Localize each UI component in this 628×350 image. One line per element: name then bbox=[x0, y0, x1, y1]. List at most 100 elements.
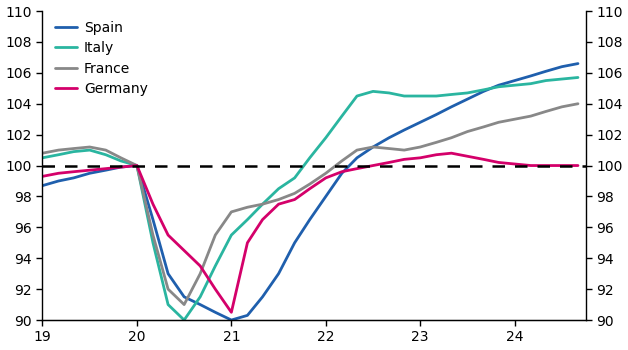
Italy bbox=[86, 148, 94, 152]
Italy bbox=[133, 163, 141, 168]
Spain bbox=[386, 136, 393, 140]
Germany bbox=[369, 163, 377, 168]
Italy bbox=[480, 88, 487, 92]
Italy bbox=[574, 75, 582, 79]
Germany bbox=[480, 157, 487, 161]
France bbox=[338, 159, 345, 163]
Germany bbox=[165, 233, 172, 237]
Italy bbox=[165, 302, 172, 307]
France bbox=[353, 148, 360, 152]
Germany bbox=[117, 165, 124, 169]
Spain bbox=[180, 295, 188, 299]
Germany bbox=[574, 163, 582, 168]
Spain bbox=[433, 112, 440, 117]
Germany bbox=[463, 154, 471, 158]
Germany bbox=[149, 202, 157, 206]
Germany bbox=[306, 187, 313, 191]
France bbox=[433, 140, 440, 145]
France bbox=[369, 145, 377, 149]
France bbox=[149, 233, 157, 237]
Germany bbox=[39, 174, 46, 179]
Germany bbox=[259, 217, 266, 222]
France bbox=[117, 156, 124, 160]
Germany bbox=[275, 202, 283, 206]
Italy bbox=[197, 295, 204, 299]
Italy bbox=[244, 217, 251, 222]
Spain bbox=[149, 217, 157, 222]
Italy bbox=[338, 114, 345, 118]
Italy bbox=[433, 94, 440, 98]
Germany bbox=[197, 264, 204, 268]
Spain bbox=[306, 217, 313, 222]
Spain bbox=[70, 176, 77, 180]
Spain bbox=[291, 241, 298, 245]
Italy bbox=[39, 156, 46, 160]
France bbox=[70, 146, 77, 150]
Italy bbox=[527, 82, 534, 86]
Spain bbox=[353, 156, 360, 160]
Spain bbox=[574, 62, 582, 66]
Spain bbox=[86, 171, 94, 175]
Germany bbox=[401, 157, 408, 161]
France bbox=[244, 205, 251, 209]
Germany bbox=[542, 163, 550, 168]
Italy bbox=[149, 241, 157, 245]
Line: Spain: Spain bbox=[43, 64, 578, 320]
Germany bbox=[102, 167, 109, 171]
Spain bbox=[133, 163, 141, 168]
France bbox=[448, 136, 455, 140]
Germany bbox=[416, 156, 424, 160]
Germany bbox=[338, 170, 345, 174]
France bbox=[386, 146, 393, 150]
France bbox=[180, 302, 188, 307]
Spain bbox=[416, 120, 424, 124]
Italy bbox=[558, 77, 566, 81]
Italy bbox=[353, 94, 360, 98]
Spain bbox=[275, 272, 283, 276]
France bbox=[227, 210, 235, 214]
Italy bbox=[291, 176, 298, 180]
France bbox=[480, 125, 487, 129]
France bbox=[291, 191, 298, 195]
France bbox=[542, 109, 550, 113]
Germany bbox=[322, 176, 330, 180]
Italy bbox=[212, 264, 219, 268]
Italy bbox=[227, 233, 235, 237]
Spain bbox=[259, 295, 266, 299]
Germany bbox=[386, 160, 393, 164]
Italy bbox=[448, 92, 455, 97]
France bbox=[55, 148, 62, 152]
Germany bbox=[212, 287, 219, 291]
Italy bbox=[511, 83, 519, 87]
Spain bbox=[39, 183, 46, 188]
Italy bbox=[259, 202, 266, 206]
Legend: Spain, Italy, France, Germany: Spain, Italy, France, Germany bbox=[55, 21, 148, 96]
Spain bbox=[117, 165, 124, 169]
Spain bbox=[542, 69, 550, 73]
France bbox=[259, 202, 266, 206]
France bbox=[165, 287, 172, 291]
Italy bbox=[306, 156, 313, 160]
Spain bbox=[463, 97, 471, 101]
Spain bbox=[322, 194, 330, 198]
Spain bbox=[369, 145, 377, 149]
France bbox=[463, 130, 471, 134]
Italy bbox=[180, 318, 188, 322]
Spain bbox=[212, 310, 219, 314]
Germany bbox=[448, 151, 455, 155]
Spain bbox=[495, 83, 502, 87]
Italy bbox=[401, 94, 408, 98]
Germany bbox=[495, 160, 502, 164]
France bbox=[306, 182, 313, 186]
France bbox=[574, 102, 582, 106]
Germany bbox=[244, 241, 251, 245]
Spain bbox=[338, 171, 345, 175]
Italy bbox=[117, 159, 124, 163]
Italy bbox=[463, 91, 471, 95]
France bbox=[86, 145, 94, 149]
Italy bbox=[386, 91, 393, 95]
Germany bbox=[227, 310, 235, 314]
France bbox=[527, 114, 534, 118]
Germany bbox=[433, 153, 440, 157]
Spain bbox=[527, 74, 534, 78]
